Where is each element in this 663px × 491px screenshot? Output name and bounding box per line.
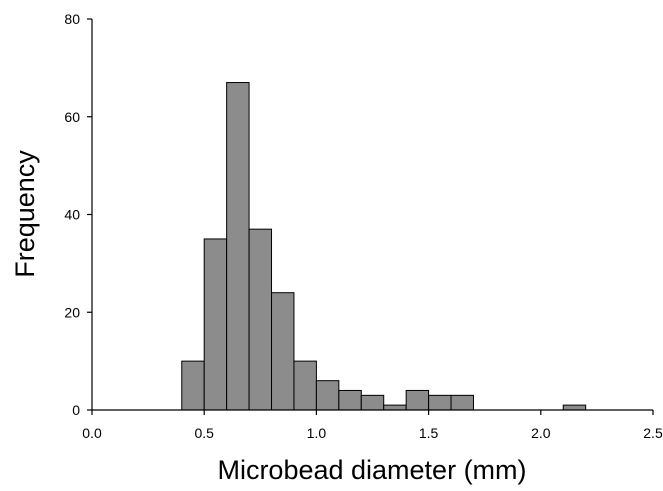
x-tick-label: 1.0: [307, 425, 327, 441]
histogram-bar-9: [383, 404, 407, 411]
x-tick-label: 0.5: [194, 425, 214, 441]
histogram-bar-12: [450, 394, 474, 411]
histogram-bar-2: [226, 82, 250, 411]
y-tick-label: 60: [64, 109, 80, 125]
y-ticks-group: 0 20 40 60 80: [64, 11, 92, 418]
histogram-bar-5: [293, 360, 317, 411]
histogram-bar-7: [338, 389, 362, 411]
y-tick-label: 0: [72, 402, 80, 418]
x-tick-label: 2.5: [643, 425, 663, 441]
histogram-bar-3: [248, 228, 273, 411]
histogram-bar-13: [562, 404, 587, 411]
histogram-bar-8: [360, 394, 385, 411]
y-tick-label: 80: [64, 11, 80, 27]
histogram-bar-4: [271, 292, 295, 411]
histogram-bar-1: [203, 238, 228, 411]
x-tick-label: 2.0: [531, 425, 551, 441]
x-tick-label: 0.0: [82, 425, 102, 441]
y-axis-title: Frequency: [10, 150, 40, 278]
histogram-bar-10: [405, 389, 430, 411]
bars-group: [181, 82, 587, 411]
histogram-bar-11: [428, 394, 452, 411]
x-ticks-group: 0.0 0.5 1.0 1.5 2.0 2.5: [82, 410, 663, 441]
histogram-bar-6: [315, 380, 340, 411]
x-axis-title: Microbead diameter (mm): [217, 455, 526, 485]
histogram-bar-0: [181, 360, 205, 411]
x-tick-label: 1.5: [419, 425, 439, 441]
y-tick-label: 40: [64, 207, 80, 223]
y-tick-label: 20: [64, 304, 80, 320]
